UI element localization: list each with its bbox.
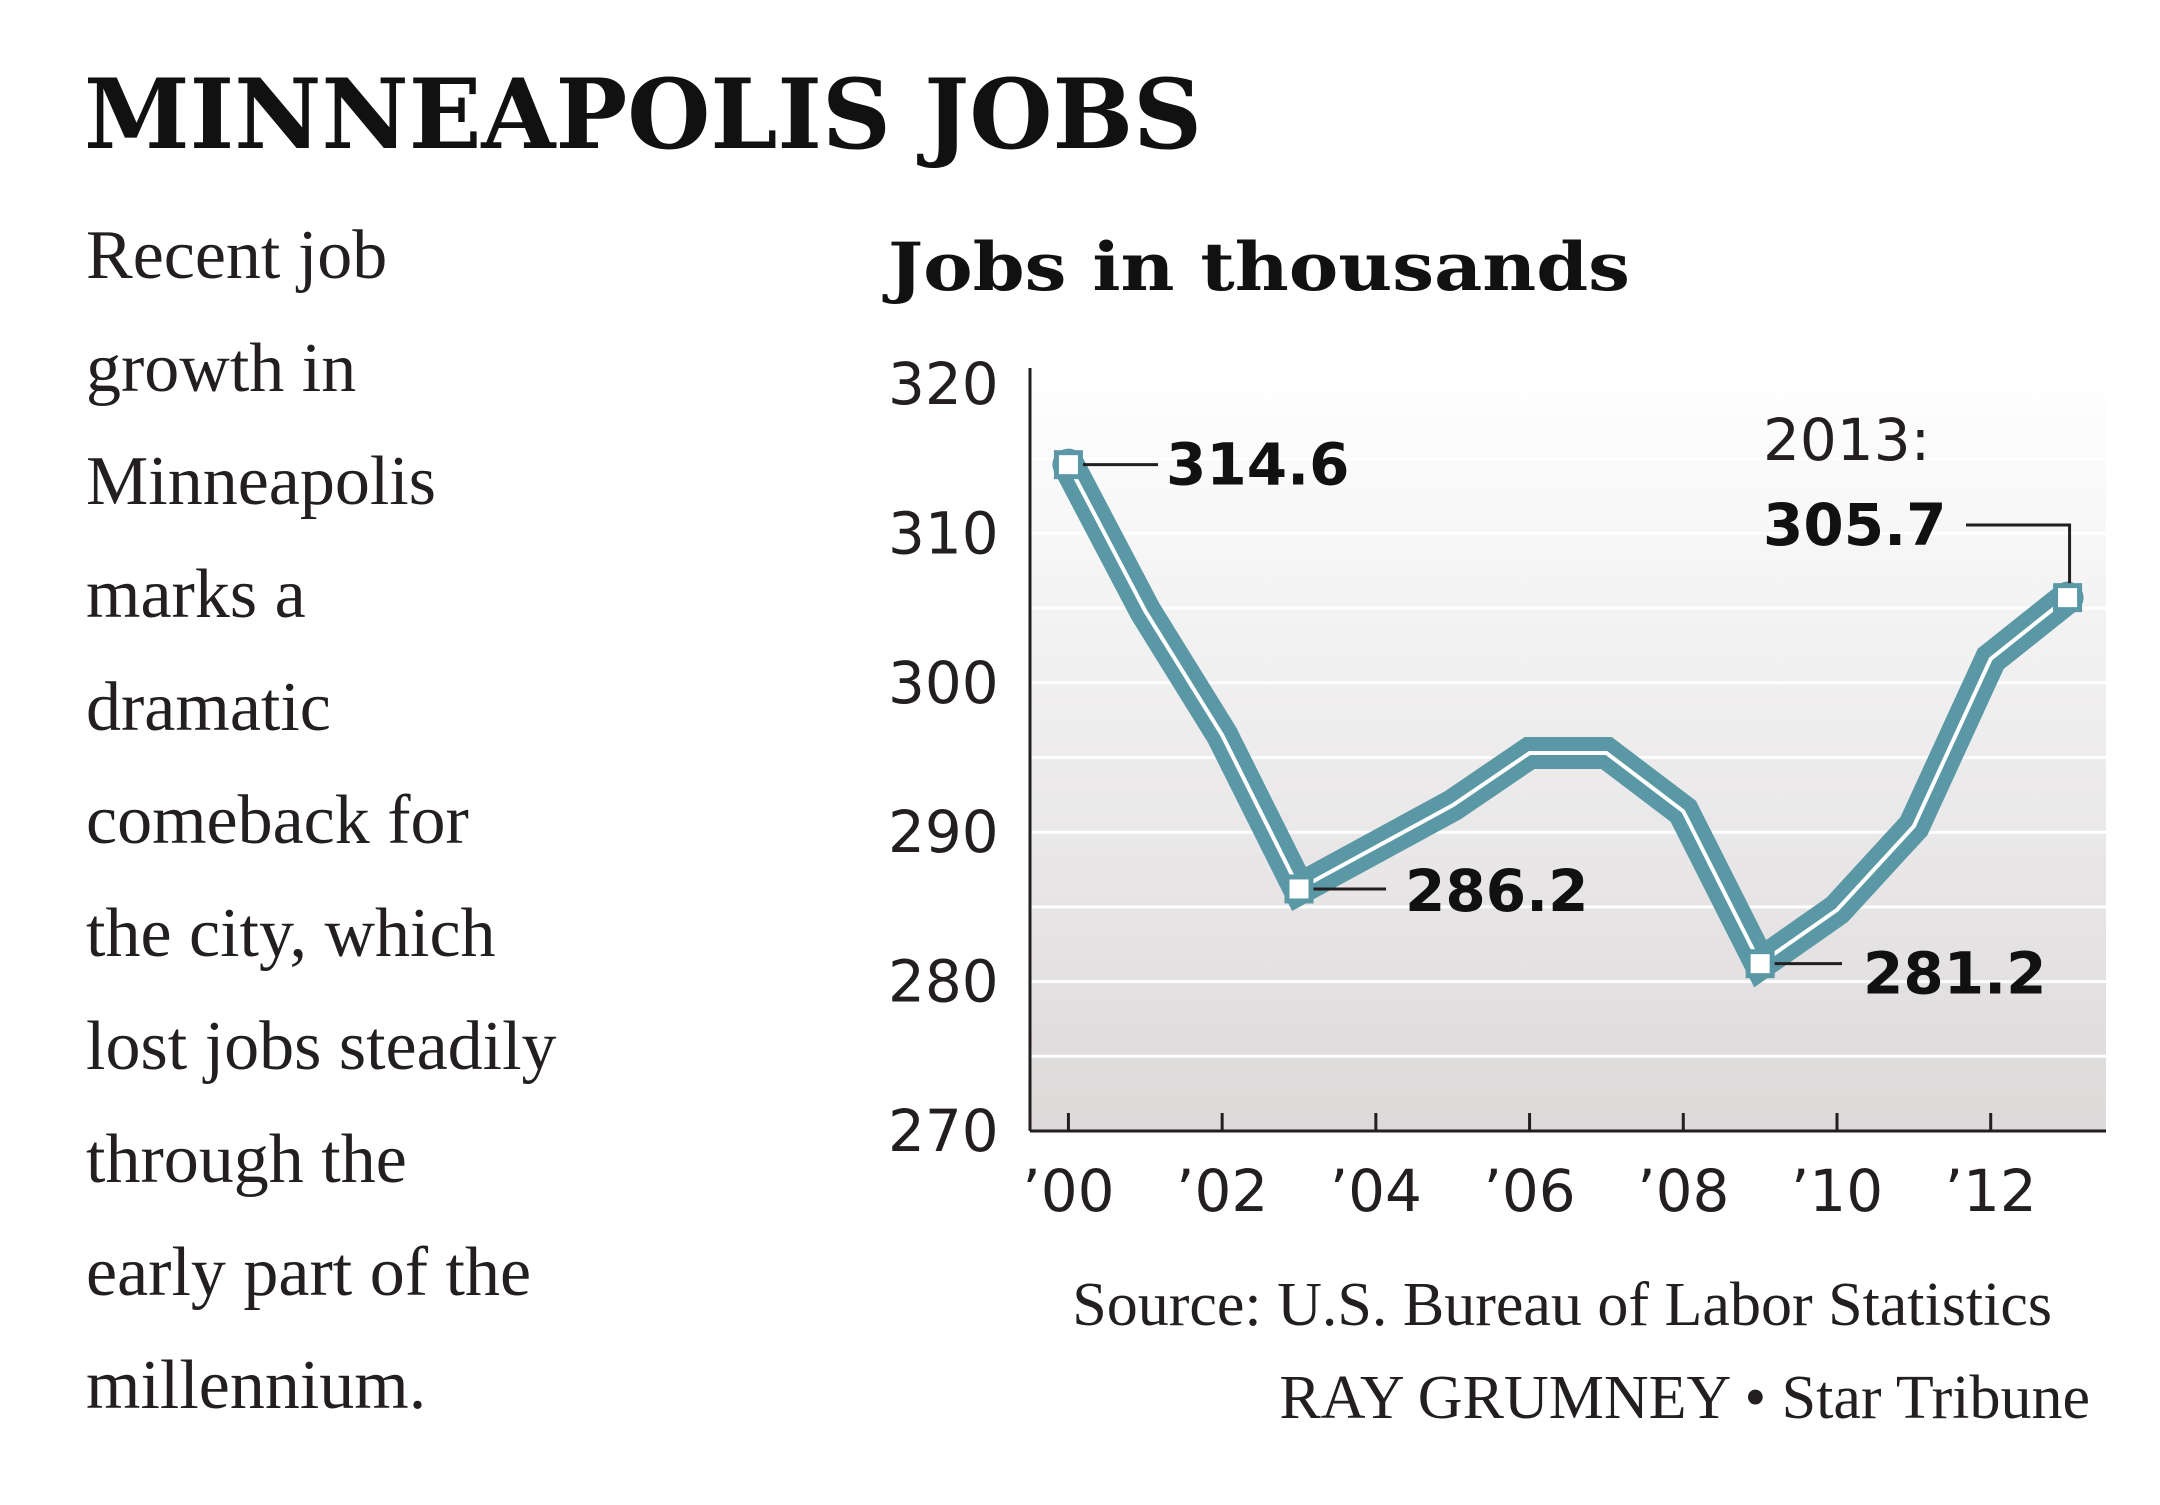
description-line: dramatic	[86, 669, 331, 746]
description-line: lost jobs steadily	[86, 1008, 557, 1085]
description-line: Minneapolis	[86, 443, 436, 520]
description-line: growth in	[86, 330, 356, 407]
x-tick-label: ’04	[1330, 1157, 1422, 1225]
value-label: 305.7	[1763, 491, 1946, 559]
description-line: the city, which	[86, 895, 496, 972]
description-line: marks a	[86, 556, 306, 633]
description-line: Recent job	[86, 217, 387, 294]
x-tick-label: ’00	[1022, 1157, 1114, 1225]
value-label: 314.6	[1166, 431, 1349, 499]
credit: RAY GRUMNEY • Star Tribune	[1279, 1364, 2090, 1432]
leader-line	[1966, 523, 2072, 598]
x-tick-label: ’12	[1945, 1157, 2037, 1225]
x-tick-label: ’10	[1791, 1157, 1883, 1225]
y-tick-label: 300	[888, 649, 999, 717]
point-marker	[1745, 949, 1775, 979]
y-tick-label: 320	[888, 350, 999, 418]
y-tick-label: 290	[888, 798, 999, 866]
point-marker	[1053, 450, 1083, 480]
description-line: comeback for	[86, 782, 469, 859]
title: MINNEAPOLIS JOBS	[84, 58, 1202, 171]
y-tick-label: 310	[888, 499, 999, 567]
description-line: through the	[86, 1121, 407, 1198]
y-tick-label: 270	[888, 1097, 999, 1165]
value-label: 281.2	[1863, 940, 2046, 1008]
x-tick-label: ’08	[1637, 1157, 1729, 1225]
y-tick-label: 280	[888, 948, 999, 1016]
point-marker	[1284, 874, 1314, 904]
x-tick-label: ’06	[1483, 1157, 1575, 1225]
description-line: millennium.	[86, 1347, 426, 1424]
series-line	[1066, 463, 2069, 967]
value-label: 286.2	[1405, 857, 1588, 925]
chart-subtitle: Jobs in thousands	[882, 228, 1630, 306]
x-tick-label: ’02	[1176, 1157, 1268, 1225]
point-marker	[2053, 583, 2083, 613]
annotation: 2013:	[1763, 406, 1930, 474]
description-line: early part of the	[86, 1234, 531, 1311]
source: Source: U.S. Bureau of Labor Statistics	[1072, 1271, 2052, 1339]
